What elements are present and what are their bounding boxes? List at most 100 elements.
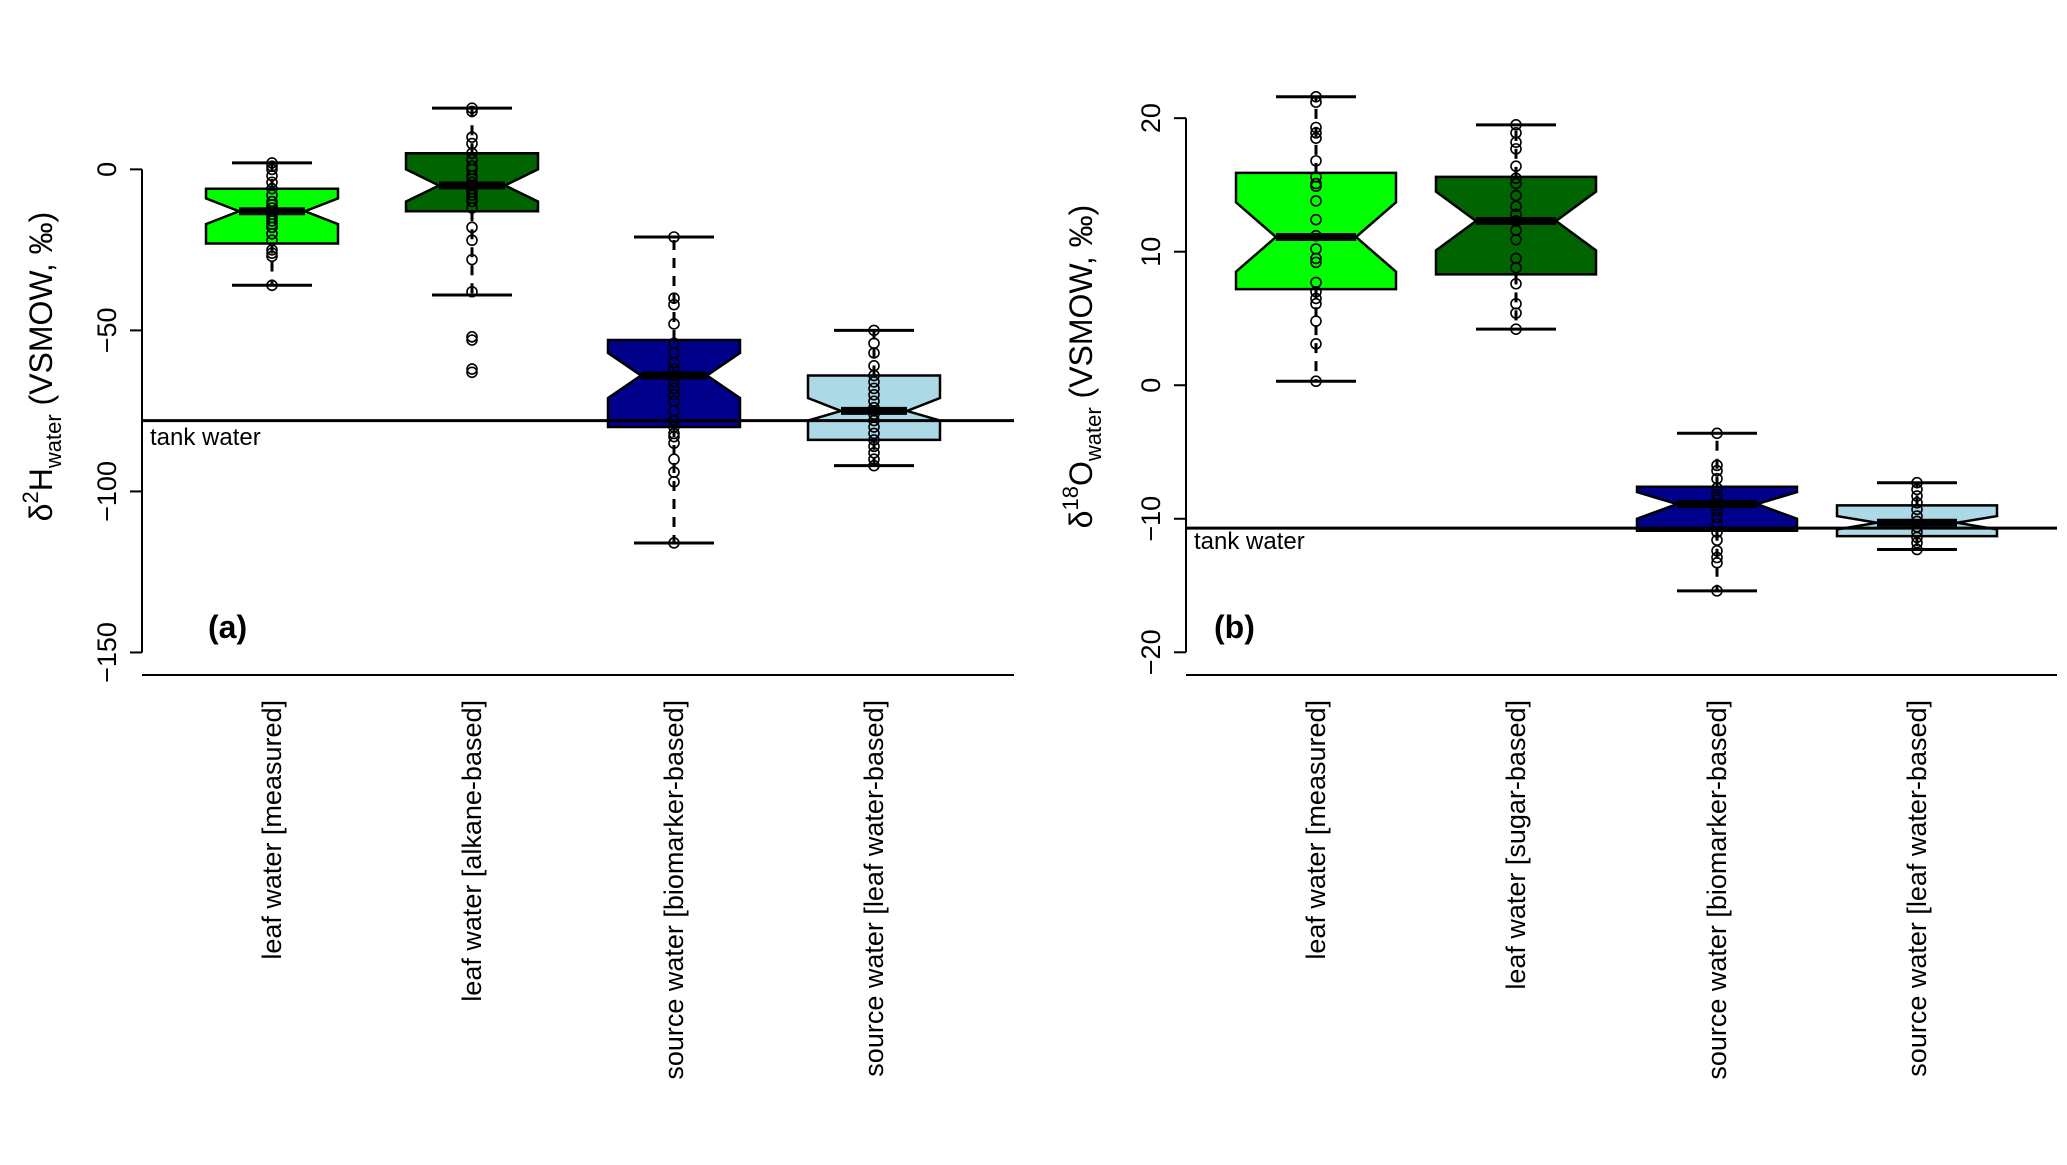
data-point bbox=[1911, 543, 1923, 556]
data-point bbox=[466, 234, 478, 247]
data-point bbox=[668, 475, 680, 488]
data-point bbox=[868, 382, 880, 395]
category-label: leaf water [measured] bbox=[257, 700, 287, 960]
data-point bbox=[1911, 490, 1923, 502]
data-point bbox=[1510, 177, 1522, 190]
data-point bbox=[1510, 261, 1522, 274]
data-point bbox=[1310, 90, 1322, 103]
y-axis-label-sup: 2 bbox=[18, 491, 43, 503]
data-point bbox=[668, 382, 680, 395]
y-tick-label: −150 bbox=[92, 622, 122, 683]
category-label: source water [biomarker-based] bbox=[659, 700, 689, 1080]
data-point bbox=[1510, 200, 1522, 213]
data-point bbox=[668, 537, 680, 549]
data-point bbox=[868, 337, 880, 350]
y-axis-label-sup: 18 bbox=[1058, 486, 1083, 510]
data-point bbox=[868, 446, 880, 459]
y-tick-label: −10 bbox=[1136, 496, 1166, 542]
y-axis-label-main: H bbox=[23, 468, 59, 491]
y-tick-label: 10 bbox=[1136, 237, 1166, 267]
data-point bbox=[466, 189, 478, 201]
y-axis-label-sub: water bbox=[41, 414, 66, 469]
data-point bbox=[868, 440, 880, 453]
data-point bbox=[668, 363, 680, 375]
data-point bbox=[1711, 551, 1723, 564]
data-point bbox=[1310, 297, 1322, 310]
data-point bbox=[868, 347, 880, 359]
data-point bbox=[668, 453, 680, 466]
data-point bbox=[466, 195, 478, 208]
data-point bbox=[1510, 136, 1522, 148]
category-label: leaf water [measured] bbox=[1301, 700, 1331, 960]
data-point bbox=[868, 369, 880, 382]
y-axis-label-prefix: δ bbox=[1063, 511, 1099, 529]
data-point bbox=[1711, 557, 1723, 569]
data-point bbox=[266, 250, 278, 263]
data-point bbox=[668, 389, 680, 401]
data-point bbox=[1510, 160, 1522, 173]
data-point bbox=[1510, 233, 1522, 246]
data-point bbox=[266, 244, 278, 256]
data-point bbox=[266, 170, 278, 182]
data-point bbox=[1711, 459, 1723, 472]
data-point bbox=[1510, 119, 1522, 131]
panel-letter: (b) bbox=[1214, 609, 1255, 645]
data-point bbox=[1310, 315, 1322, 327]
data-point bbox=[466, 366, 478, 379]
data-point bbox=[1911, 476, 1923, 489]
data-point bbox=[1310, 285, 1322, 298]
y-tick-label: −50 bbox=[92, 307, 122, 353]
category-label: leaf water [sugar-based] bbox=[1501, 700, 1531, 990]
data-point bbox=[868, 459, 880, 472]
data-point bbox=[868, 434, 880, 446]
y-tick-label: −100 bbox=[92, 461, 122, 522]
data-point bbox=[1310, 252, 1322, 265]
data-point bbox=[1310, 155, 1322, 167]
category-label: source water [leaf water-based] bbox=[859, 700, 889, 1077]
data-point bbox=[266, 247, 278, 259]
data-point bbox=[1711, 585, 1723, 597]
data-point bbox=[1911, 483, 1923, 496]
y-axis-label: δ18Owater (VSMOW, ‰) bbox=[1058, 205, 1106, 529]
data-point bbox=[1510, 323, 1522, 335]
data-point bbox=[466, 131, 478, 143]
data-point bbox=[266, 215, 278, 227]
data-point bbox=[1510, 172, 1522, 185]
y-axis-label-suffix: (VSMOW, ‰) bbox=[23, 212, 59, 415]
data-point bbox=[668, 356, 680, 369]
data-point bbox=[466, 147, 478, 160]
data-point bbox=[1310, 338, 1322, 350]
data-point bbox=[266, 176, 278, 189]
data-point bbox=[1310, 127, 1322, 139]
data-point bbox=[1310, 375, 1322, 388]
data-point bbox=[1310, 132, 1322, 144]
data-point bbox=[1510, 307, 1522, 319]
data-point bbox=[466, 202, 478, 214]
data-point bbox=[1711, 511, 1723, 524]
data-point bbox=[668, 318, 680, 330]
data-point bbox=[1310, 180, 1322, 193]
data-point bbox=[1310, 292, 1322, 305]
data-point bbox=[266, 279, 278, 292]
data-point bbox=[668, 292, 680, 304]
data-point bbox=[1310, 96, 1322, 108]
y-axis-label-prefix: δ bbox=[23, 504, 59, 522]
data-point bbox=[868, 401, 880, 414]
y-axis-label-suffix: (VSMOW, ‰) bbox=[1063, 205, 1099, 408]
y-tick-label: −20 bbox=[1136, 629, 1166, 675]
data-point bbox=[1711, 499, 1723, 512]
panel-a: 0 −50 −100 −150 δ2Hwater (VSMOW, ‰) leaf wate… bbox=[18, 102, 1014, 1080]
data-point bbox=[266, 227, 278, 240]
data-point bbox=[1510, 277, 1522, 290]
data-point bbox=[1911, 503, 1923, 516]
data-point bbox=[668, 430, 680, 443]
y-axis-label: δ2Hwater (VSMOW, ‰) bbox=[18, 212, 66, 522]
data-point bbox=[1711, 482, 1723, 494]
data-point bbox=[1711, 464, 1723, 477]
data-point bbox=[1711, 427, 1723, 440]
data-point bbox=[868, 453, 880, 466]
data-point bbox=[466, 102, 478, 114]
category-label: source water [biomarker-based] bbox=[1702, 700, 1732, 1080]
data-point bbox=[266, 157, 278, 169]
data-point bbox=[466, 105, 478, 118]
